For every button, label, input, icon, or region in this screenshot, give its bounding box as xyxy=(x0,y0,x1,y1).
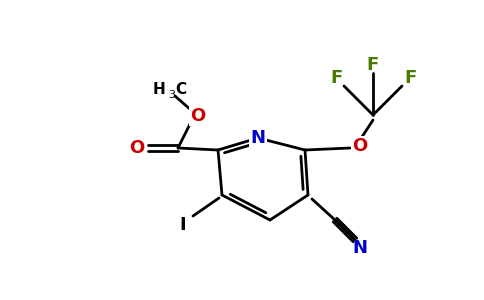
Text: O: O xyxy=(129,139,145,157)
Text: C: C xyxy=(175,82,186,98)
Text: N: N xyxy=(251,129,266,147)
Text: F: F xyxy=(404,69,416,87)
Text: O: O xyxy=(190,107,206,125)
Text: N: N xyxy=(352,239,367,257)
Text: I: I xyxy=(180,216,186,234)
Text: F: F xyxy=(330,69,342,87)
Text: F: F xyxy=(367,56,379,74)
Text: 3: 3 xyxy=(168,90,175,100)
Text: O: O xyxy=(352,137,368,155)
Text: H: H xyxy=(152,82,165,98)
